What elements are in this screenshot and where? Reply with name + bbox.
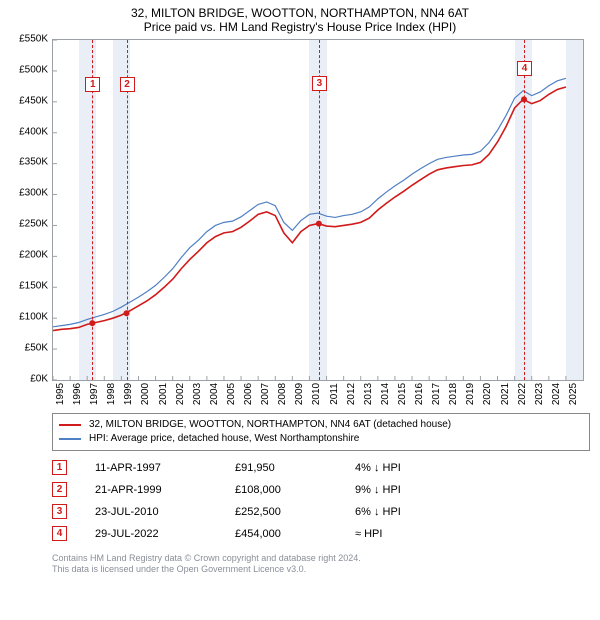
event-price: £454,000 [235,528,355,540]
event-delta: 6% ↓ HPI [355,506,475,518]
chart-area: 1995199619971998199920002001200220032004… [52,39,584,381]
legend-label: 32, MILTON BRIDGE, WOOTTON, NORTHAMPTON,… [89,418,451,432]
y-tick-label: £150K [19,281,52,292]
x-tick-label: 1996 [70,383,83,405]
x-tick-label: 2017 [429,383,442,405]
title-subtitle: Price paid vs. HM Land Registry's House … [10,20,590,34]
legend-swatch [59,424,81,426]
x-tick-label: 2000 [138,383,151,405]
event-price: £108,000 [235,484,355,496]
x-tick-label: 1999 [121,383,134,405]
event-date: 11-APR-1997 [95,462,235,474]
footer-line: This data is licensed under the Open Gov… [52,564,590,576]
event-marker: 1 [85,77,100,92]
y-tick-label: £400K [19,126,52,137]
event-price: £91,950 [235,462,355,474]
y-tick-label: £550K [19,33,52,44]
x-tick-label: 1998 [104,383,117,405]
event-marker: 3 [312,76,327,91]
x-tick-label: 2005 [224,383,237,405]
x-tick-label: 2001 [156,383,169,405]
title-address: 32, MILTON BRIDGE, WOOTTON, NORTHAMPTON,… [10,6,590,20]
x-tick-label: 2006 [241,383,254,405]
table-row: 2 21-APR-1999 £108,000 9% ↓ HPI [52,479,590,501]
x-tick-label: 2016 [412,383,425,405]
x-tick-label: 2024 [549,383,562,405]
table-row: 1 11-APR-1997 £91,950 4% ↓ HPI [52,457,590,479]
legend-row: 32, MILTON BRIDGE, WOOTTON, NORTHAMPTON,… [59,418,583,432]
x-tick-label: 2009 [292,383,305,405]
y-tick-label: £0K [30,373,52,384]
x-tick-label: 1997 [87,383,100,405]
footer-line: Contains HM Land Registry data © Crown c… [52,553,590,565]
table-row: 3 23-JUL-2010 £252,500 6% ↓ HPI [52,501,590,523]
page: 32, MILTON BRIDGE, WOOTTON, NORTHAMPTON,… [0,0,600,620]
x-tick-label: 2012 [344,383,357,405]
x-tick-label: 2014 [378,383,391,405]
x-tick-label: 1995 [53,383,66,405]
y-tick-label: £450K [19,95,52,106]
y-tick-label: £100K [19,311,52,322]
event-badge: 4 [52,526,67,541]
x-tick-label: 2007 [258,383,271,405]
x-tick-label: 2004 [207,383,220,405]
x-tick-label: 2018 [446,383,459,405]
event-badge: 1 [52,460,67,475]
event-delta: ≈ HPI [355,528,475,540]
event-badge: 3 [52,504,67,519]
legend: 32, MILTON BRIDGE, WOOTTON, NORTHAMPTON,… [52,413,590,451]
chart-box: 1995199619971998199920002001200220032004… [52,39,584,381]
titles: 32, MILTON BRIDGE, WOOTTON, NORTHAMPTON,… [10,6,590,35]
event-badge: 2 [52,482,67,497]
event-date: 29-JUL-2022 [95,528,235,540]
y-tick-label: £200K [19,250,52,261]
footer: Contains HM Land Registry data © Crown c… [52,553,590,576]
legend-label: HPI: Average price, detached house, West… [89,432,359,446]
x-tick-label: 2008 [275,383,288,405]
y-tick-label: £350K [19,157,52,168]
event-date: 21-APR-1999 [95,484,235,496]
legend-swatch [59,438,81,440]
event-table: 1 11-APR-1997 £91,950 4% ↓ HPI 2 21-APR-… [52,457,590,545]
y-tick-label: £300K [19,188,52,199]
x-tick-label: 2022 [515,383,528,405]
y-tick-label: £250K [19,219,52,230]
event-price: £252,500 [235,506,355,518]
x-tick-label: 2019 [463,383,476,405]
event-delta: 4% ↓ HPI [355,462,475,474]
x-tick-label: 2023 [532,383,545,405]
x-tick-label: 2011 [327,383,340,405]
y-tick-label: £50K [25,342,52,353]
x-tick-label: 2021 [498,383,511,405]
x-tick-label: 2003 [190,383,203,405]
event-marker: 4 [517,61,532,76]
table-row: 4 29-JUL-2022 £454,000 ≈ HPI [52,523,590,545]
event-date: 23-JUL-2010 [95,506,235,518]
x-tick-label: 2010 [309,383,322,405]
x-tick-label: 2015 [395,383,408,405]
event-delta: 9% ↓ HPI [355,484,475,496]
x-tick-label: 2002 [173,383,186,405]
y-tick-label: £500K [19,64,52,75]
x-tick-label: 2013 [361,383,374,405]
x-tick-label: 2025 [566,383,579,405]
x-tick-label: 2020 [480,383,493,405]
event-marker: 2 [120,77,135,92]
legend-row: HPI: Average price, detached house, West… [59,432,583,446]
